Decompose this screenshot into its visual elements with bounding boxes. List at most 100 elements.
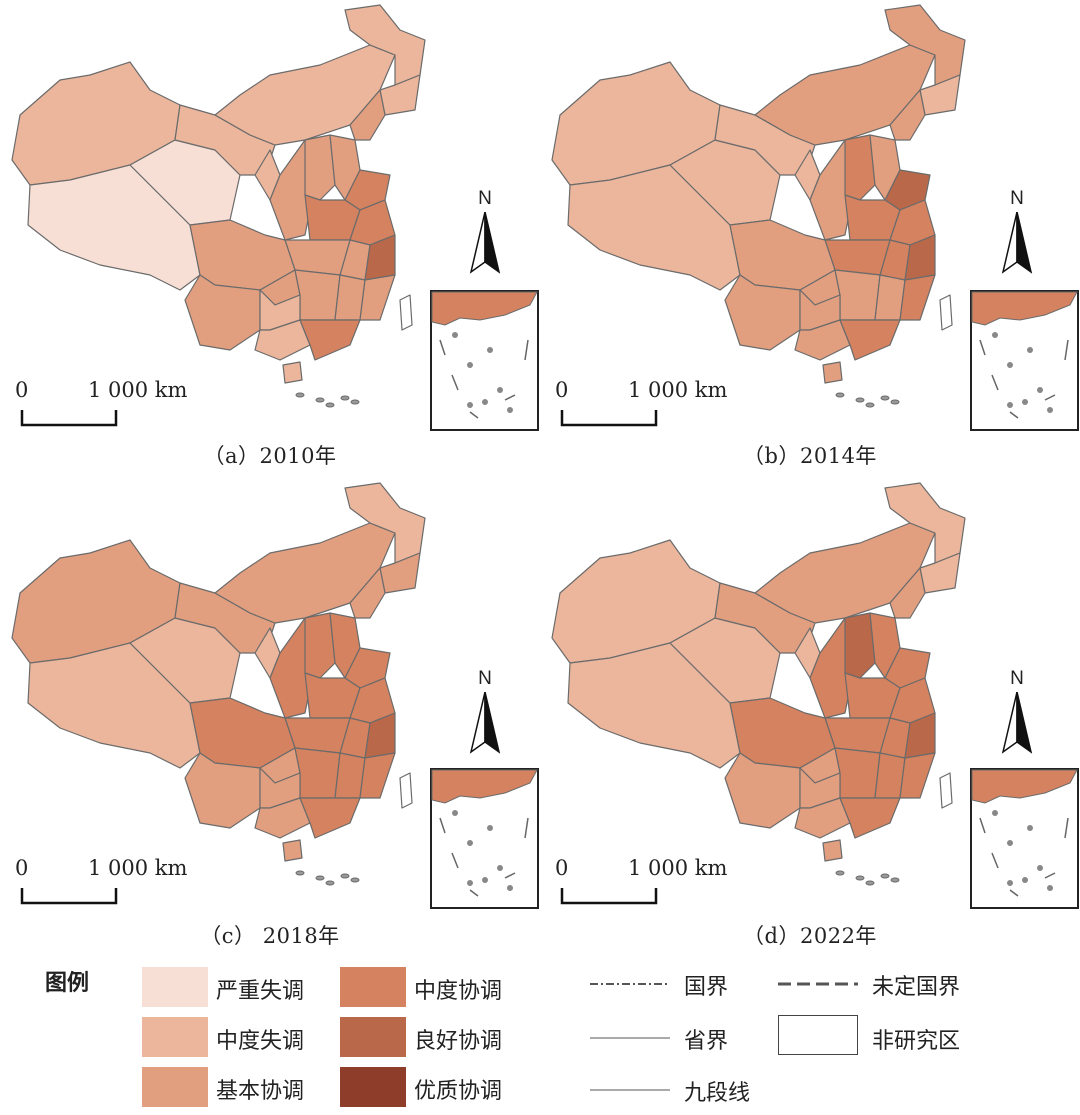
legend-label-basic-coordination: 基本协调 (216, 1079, 305, 1104)
north-arrow-icon (469, 692, 501, 754)
region-liaoning (889, 567, 926, 619)
legend-label-moderate-imbalance: 中度失调 (216, 1029, 305, 1054)
region-innermong (754, 522, 936, 624)
legend-swatch-moderate-coordination (340, 967, 406, 1007)
north-arrow-a: N (468, 188, 528, 278)
inset-island (1007, 402, 1013, 408)
region-hunan (834, 269, 881, 321)
inset-island (1007, 362, 1013, 368)
inset-island (482, 399, 488, 405)
region-fujian (359, 752, 396, 799)
scale-zero-label: 0 (555, 856, 569, 880)
scale-distance-label: 1 000 km (628, 856, 728, 880)
island-mark (295, 392, 305, 398)
region-fujian (899, 752, 936, 799)
region-jilin (379, 74, 421, 116)
nine-dash-segment (504, 872, 516, 879)
region-taiwan (939, 294, 953, 331)
inset-island (1037, 387, 1043, 393)
nine-dash-segment (1009, 411, 1019, 419)
nine-dash-segment (439, 817, 446, 834)
legend-label-national-boundary: 国界 (684, 975, 729, 1000)
island-mark (350, 399, 360, 405)
north-label: N (478, 668, 492, 689)
nine-dash-segment (991, 374, 999, 391)
nine-dash-segment (451, 852, 459, 869)
north-label: N (478, 188, 492, 209)
legend-swatch-good-coordination (340, 1017, 406, 1057)
choropleth-map (11, 4, 539, 431)
legend-line-nine-dash-line (590, 1089, 670, 1091)
scale-distance-label: 1 000 km (88, 378, 188, 402)
legend-line-national-boundary (590, 983, 670, 985)
island-mark (880, 873, 890, 879)
panel-caption-c: （c） 2018年 (200, 924, 340, 948)
region-guangdong (299, 319, 361, 361)
legend-swatch-quality-coordination (340, 1067, 406, 1107)
nine-dash-segment (524, 817, 529, 839)
nine-dash-segment (451, 374, 459, 391)
legend-label-non-study-area: 非研究区 (872, 1029, 961, 1054)
region-jilin (919, 74, 961, 116)
legend-label-undetermined-boundary: 未定国界 (872, 975, 961, 1000)
scale-distance-label: 1 000 km (88, 856, 188, 880)
inset-island (1047, 407, 1053, 413)
north-arrow-icon (1001, 692, 1033, 754)
region-tibet (27, 642, 201, 769)
panel-caption-b: （b）2014年 (743, 444, 877, 468)
region-guangdong (839, 797, 901, 839)
inset-island (1037, 865, 1043, 871)
region-shanxi (304, 134, 336, 201)
map-panel-a (0, 0, 540, 478)
nine-dash-segment (1064, 817, 1069, 839)
region-fujian (899, 274, 936, 321)
island-mark (325, 402, 335, 408)
region-jilin (919, 552, 961, 594)
inset-island (1022, 877, 1028, 883)
north-label: N (1010, 668, 1024, 689)
legend-label-good-coordination: 良好协调 (414, 1029, 503, 1054)
island-mark (880, 395, 890, 401)
nine-dash-segment (991, 852, 999, 869)
region-hunan (294, 269, 341, 321)
choropleth-map (551, 4, 1079, 431)
region-shanxi (844, 134, 876, 201)
choropleth-map (551, 482, 1079, 909)
legend-label-nine-dash-line: 九段线 (684, 1081, 751, 1106)
choropleth-map (11, 482, 539, 909)
island-mark (835, 392, 845, 398)
region-guangdong (299, 797, 361, 839)
nine-dash-segment (979, 817, 986, 834)
region-hainan (822, 839, 843, 862)
region-taiwan (939, 772, 953, 809)
region-hainan (282, 361, 303, 384)
panel-caption-a: （a）2010年 (203, 444, 337, 468)
nine-dash-segment (524, 339, 529, 361)
inset-island (507, 885, 513, 891)
island-mark (890, 399, 900, 405)
inset-island (452, 332, 458, 338)
legend-label-quality-coordination: 优质协调 (414, 1079, 503, 1104)
region-jilin (379, 552, 421, 594)
inset-island (487, 825, 493, 831)
region-tibet (567, 642, 741, 769)
legend-swatch-severe-imbalance (142, 967, 208, 1007)
inset-coast (431, 291, 538, 326)
legend-box-non-study-area (778, 1015, 858, 1055)
region-yunnan (724, 274, 801, 351)
map-panel-c (0, 478, 540, 956)
legend-label-moderate-coordination: 中度协调 (414, 979, 503, 1004)
region-hainan (822, 361, 843, 384)
inset-coast (431, 769, 538, 804)
nine-dash-segment (439, 339, 446, 356)
scale-zero-label: 0 (15, 856, 29, 880)
inset-coast (971, 769, 1078, 804)
island-mark (315, 875, 325, 881)
nine-dash-segment (1044, 872, 1056, 879)
north-arrow-d: N (1000, 668, 1060, 758)
inset-island (1007, 880, 1013, 886)
legend-label-severe-imbalance: 严重失调 (216, 979, 305, 1004)
inset-island (497, 387, 503, 393)
scale-bar-line (560, 888, 658, 905)
island-mark (865, 880, 875, 886)
